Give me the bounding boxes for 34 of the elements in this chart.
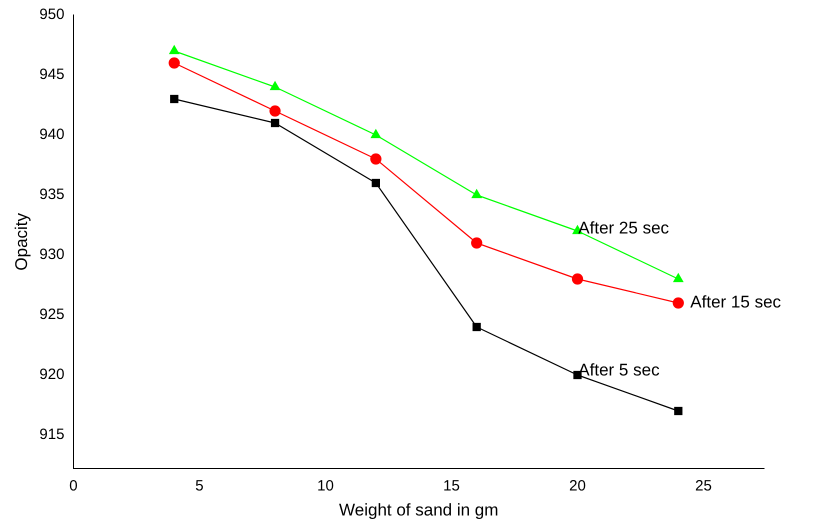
point bbox=[372, 178, 380, 188]
x-tick-label: 10 bbox=[317, 478, 334, 495]
x-tick-label: 5 bbox=[195, 478, 204, 495]
x-tick-label: 20 bbox=[569, 478, 586, 495]
point bbox=[170, 94, 178, 104]
series-label: After 15 sec bbox=[690, 292, 782, 312]
y-tick-label: 935 bbox=[39, 186, 64, 204]
point bbox=[672, 297, 684, 309]
y-tick-label: 945 bbox=[39, 66, 64, 84]
x-axis-title: Weight of sand in gm bbox=[339, 500, 498, 520]
y-tick-label: 915 bbox=[39, 426, 64, 444]
point bbox=[370, 129, 381, 138]
point bbox=[673, 273, 684, 282]
y-tick-label: 920 bbox=[39, 366, 64, 384]
point bbox=[168, 57, 180, 69]
point bbox=[674, 406, 682, 416]
x-tick-label: 25 bbox=[695, 478, 712, 495]
point bbox=[270, 81, 280, 90]
point bbox=[269, 105, 281, 117]
point bbox=[572, 273, 584, 285]
x-tick-label: 15 bbox=[443, 478, 460, 495]
point bbox=[169, 45, 180, 54]
point bbox=[471, 237, 482, 249]
point bbox=[472, 189, 482, 198]
point bbox=[270, 118, 280, 128]
series-label: After 25 sec bbox=[578, 218, 670, 238]
y-tick-label: 930 bbox=[39, 246, 64, 264]
y-axis-title: Opacity bbox=[12, 212, 31, 271]
y-tick-label: 950 bbox=[39, 6, 64, 24]
y-tick-label: 940 bbox=[39, 126, 64, 144]
x-tick-label: 0 bbox=[69, 478, 78, 495]
point bbox=[472, 322, 481, 332]
point bbox=[370, 153, 382, 165]
y-tick-label: 925 bbox=[39, 306, 64, 324]
